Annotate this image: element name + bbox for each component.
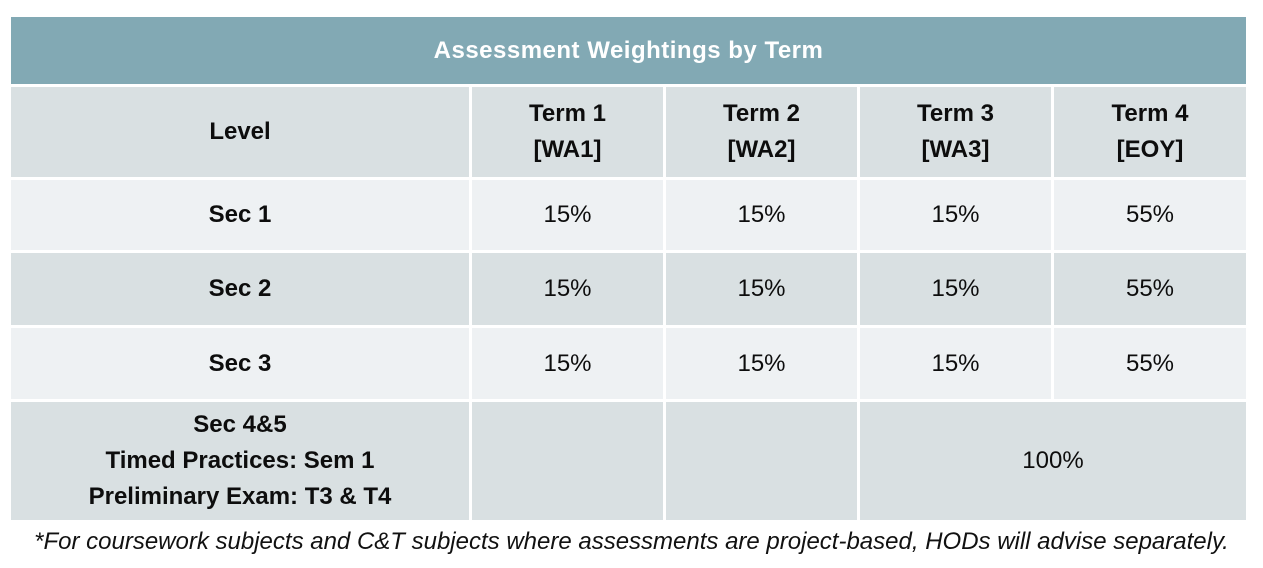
value-cell-sec3-term1: 15% [472, 328, 663, 399]
value-cell-sec3-term2: 15% [666, 328, 857, 399]
value-cell-sec2-term1: 15% [472, 253, 663, 325]
value-cell-sec4and5-term2 [666, 402, 857, 520]
assessment-weightings-table: Assessment Weightings by Term Level Term… [11, 17, 1246, 520]
column-header-level: Level [11, 87, 469, 177]
value-cell-sec1-term4: 55% [1054, 180, 1246, 250]
column-header-term3: Term 3 [WA3] [860, 87, 1051, 177]
column-header-term2: Term 2 [WA2] [666, 87, 857, 177]
value-cell-sec3-term3: 15% [860, 328, 1051, 399]
row-header-sec4and5: Sec 4&5 Timed Practices: Sem 1 Prelimina… [11, 402, 469, 520]
value-cell-sec3-term4: 55% [1054, 328, 1246, 399]
value-cell-sec4and5-term1 [472, 402, 663, 520]
value-cell-sec2-term3: 15% [860, 253, 1051, 325]
column-header-term4: Term 4 [EOY] [1054, 87, 1246, 177]
row-header-sec2: Sec 2 [11, 253, 469, 325]
footnote: *For coursework subjects and C&T subject… [34, 528, 1229, 555]
value-cell-sec1-term3: 15% [860, 180, 1051, 250]
row-header-sec3: Sec 3 [11, 328, 469, 399]
column-header-term1: Term 1 [WA1] [472, 87, 663, 177]
value-cell-sec2-term2: 15% [666, 253, 857, 325]
value-cell-sec4and5-term3-term4-merged: 100% [860, 402, 1246, 520]
value-cell-sec2-term4: 55% [1054, 253, 1246, 325]
row-header-sec1: Sec 1 [11, 180, 469, 250]
value-cell-sec1-term2: 15% [666, 180, 857, 250]
value-cell-sec1-term1: 15% [472, 180, 663, 250]
table-title: Assessment Weightings by Term [11, 17, 1246, 84]
